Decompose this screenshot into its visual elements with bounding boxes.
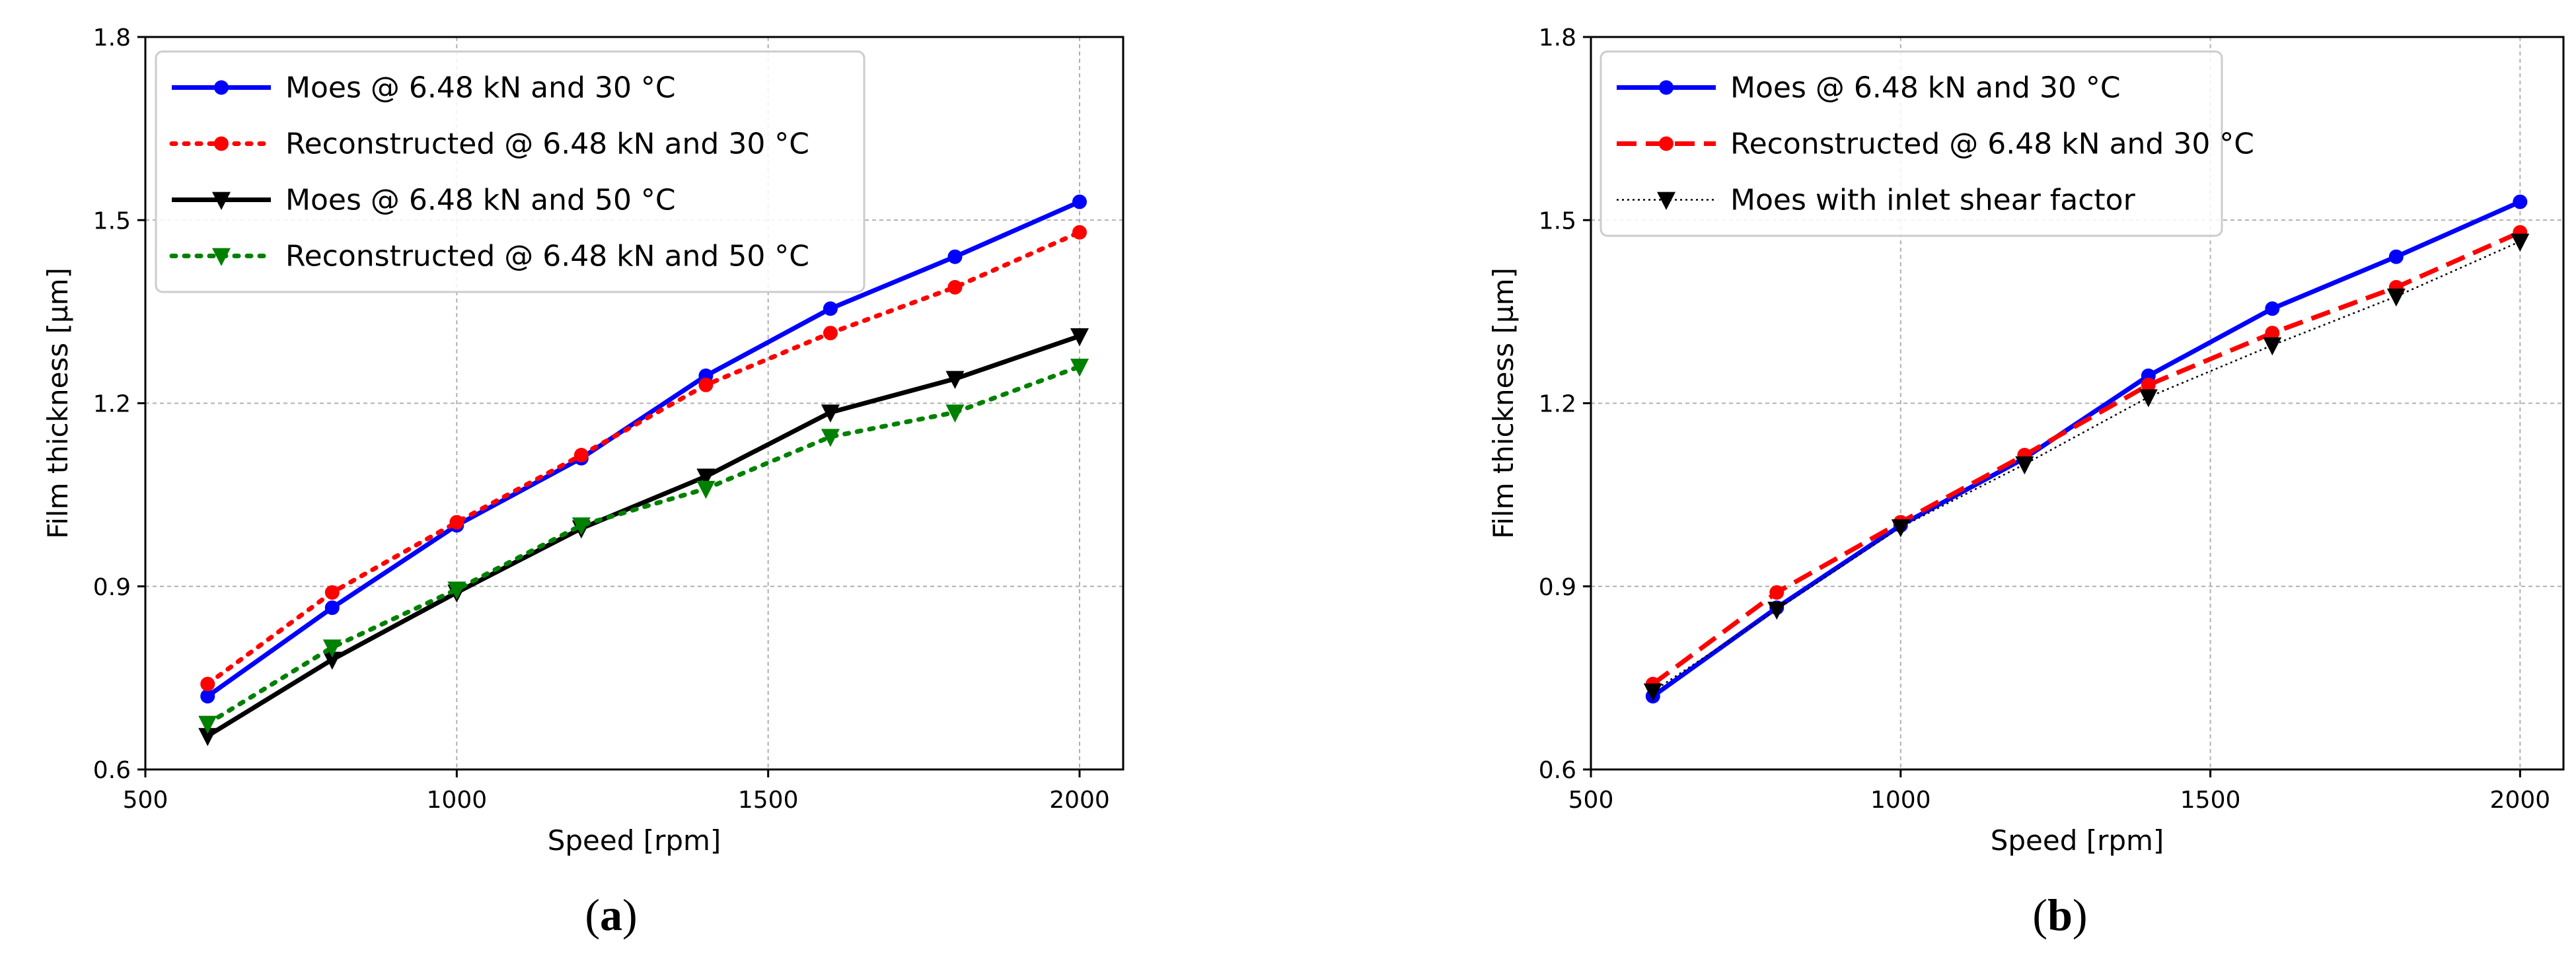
data-point [2141, 377, 2156, 392]
legend-label: Reconstructed @ 6.48 kN and 30 °C [1730, 127, 2254, 161]
x-tick-label: 500 [123, 787, 168, 814]
data-point [2265, 301, 2280, 316]
y-tick-label: 0.6 [93, 757, 131, 784]
data-point [198, 715, 217, 734]
series-line [205, 230, 1082, 687]
legend-label: Moes @ 6.48 kN and 30 °C [285, 71, 676, 105]
data-point [1767, 601, 1786, 620]
data-point [2388, 249, 2404, 264]
data-point [821, 404, 840, 423]
data-point [2015, 456, 2034, 475]
legend: Moes @ 6.48 kN and 30 °C Reconstructed @ … [155, 50, 865, 293]
x-axis-label: Speed [rpm] [1991, 824, 2164, 857]
data-point [2265, 326, 2280, 341]
y-tick-label: 0.6 [1539, 757, 1576, 784]
data-point [571, 517, 591, 536]
data-point [696, 480, 716, 499]
data-point [1070, 328, 1089, 347]
y-tick-label: 1.2 [93, 391, 131, 418]
chart-panel-a: 500 1000 1500 2000 0.6 0.9 1.2 1.5 1.8 Speed [rpm… [42, 24, 1124, 857]
series-moes-with-inlet-shear-factor [1643, 233, 2530, 702]
data-point [1643, 683, 1662, 702]
x-tick-label: 1000 [427, 787, 488, 814]
series-line [205, 364, 1082, 727]
data-point [945, 371, 965, 389]
data-point [2139, 389, 2158, 408]
data-point [449, 515, 464, 530]
x-tick-label: 1000 [1870, 787, 1931, 814]
legend-marker [212, 248, 231, 266]
data-point [1070, 359, 1089, 377]
data-point [823, 301, 838, 316]
panel-caption-b: (b) [2032, 890, 2087, 940]
data-point [324, 600, 340, 616]
data-point [821, 429, 840, 447]
legend-marker [212, 192, 231, 210]
legend-label: Reconstructed @ 6.48 kN and 30 °C [285, 127, 809, 161]
data-point [200, 676, 215, 692]
x-axis-label: Speed [rpm] [548, 824, 721, 857]
series-moes-6-48-kn-and-50-c [198, 328, 1089, 746]
data-point [2513, 194, 2528, 209]
data-point [698, 377, 714, 392]
legend-label: Reconstructed @ 6.48 kN and 50 °C [285, 240, 809, 273]
series-moes-6-48-kn-and-30-c [1645, 194, 2528, 704]
y-tick-label: 1.5 [93, 207, 131, 234]
legend-label: Moes @ 6.48 kN and 50 °C [285, 184, 676, 217]
x-tick-label: 1500 [2180, 787, 2241, 814]
data-point [945, 404, 965, 423]
data-point [1072, 225, 1087, 240]
data-point [947, 249, 963, 264]
data-point [322, 651, 342, 670]
legend-label: Moes with inlet shear factor [1730, 184, 2136, 217]
series-reconstructed-6-48-kn-and-30-c [200, 225, 1087, 692]
series-line [1652, 240, 2521, 692]
data-point [322, 639, 342, 658]
legend-marker [1659, 80, 1674, 95]
legend-marker [214, 136, 229, 151]
data-point [1769, 585, 1785, 600]
y-tick-label: 0.9 [93, 574, 131, 601]
legend-marker [1657, 192, 1675, 210]
data-point [1891, 519, 1910, 538]
x-tick-label: 500 [1568, 787, 1614, 814]
data-point [198, 728, 217, 746]
y-axis-label: Film thickness [µm] [42, 268, 74, 539]
data-point [324, 585, 340, 600]
series-line [206, 334, 1081, 738]
series-line [1651, 199, 2521, 698]
legend: Moes @ 6.48 kN and 30 °C Reconstructed @ … [1600, 50, 2254, 237]
data-point [823, 326, 838, 341]
series-reconstructed-6-48-kn-and-50-c [198, 359, 1089, 734]
series-line [206, 199, 1081, 698]
y-axis-label: Film thickness [µm] [1487, 268, 1520, 539]
y-tick-label: 1.2 [1539, 391, 1576, 418]
data-point [1072, 194, 1087, 209]
data-point [2386, 288, 2406, 307]
legend-marker [1659, 136, 1674, 151]
x-tick-label: 2000 [1049, 787, 1110, 814]
data-point [947, 279, 963, 295]
panel-caption-a: (a) [585, 890, 637, 940]
legend-frame [155, 50, 865, 293]
data-point [2511, 233, 2530, 252]
y-tick-label: 1.8 [1539, 24, 1576, 52]
series-line [1651, 230, 2521, 686]
data-point [200, 689, 215, 704]
x-tick-label: 1500 [738, 787, 799, 814]
data-point [696, 468, 716, 487]
legend-marker [214, 80, 229, 95]
y-tick-label: 1.8 [93, 24, 131, 52]
chart-panel-b: 500 1000 1500 2000 0.6 0.9 1.2 1.5 1.8 Speed [rpm… [1487, 24, 2565, 857]
y-tick-label: 1.5 [1539, 207, 1576, 234]
data-point [573, 448, 589, 463]
data-point [2263, 337, 2282, 356]
data-point [447, 581, 466, 600]
legend-frame [1600, 50, 2223, 237]
legend-label: Moes @ 6.48 kN and 30 °C [1730, 71, 2121, 105]
y-tick-label: 0.9 [1539, 574, 1576, 601]
x-tick-label: 2000 [2490, 787, 2551, 814]
